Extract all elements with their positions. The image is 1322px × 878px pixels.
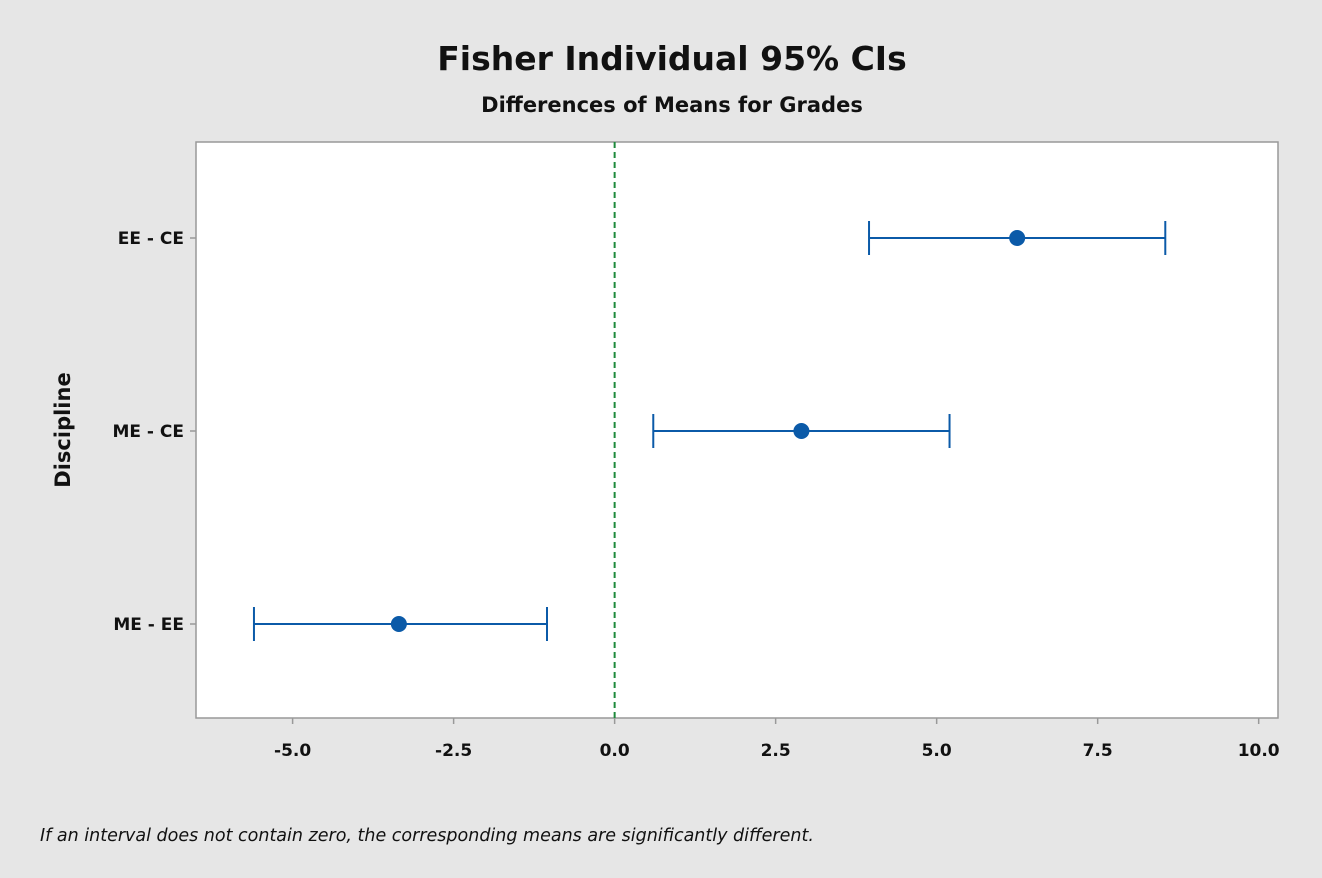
interval-point — [1009, 230, 1026, 246]
x-tick-label: 2.5 — [761, 741, 791, 761]
y-axis-label: Discipline — [51, 372, 75, 487]
chart-subtitle: Differences of Means for Grades — [481, 93, 863, 117]
interval-point — [793, 423, 810, 439]
interval-point — [390, 616, 407, 632]
x-tick-label: 7.5 — [1083, 741, 1113, 761]
y-tick-label: ME - CE — [112, 422, 184, 442]
x-tick-label: 10.0 — [1238, 741, 1280, 761]
x-tick-label: 5.0 — [922, 741, 952, 761]
x-tick-label: 0.0 — [600, 741, 630, 761]
x-tick-label: -5.0 — [274, 741, 311, 761]
x-tick-label: -2.5 — [435, 741, 472, 761]
marks-layer — [252, 142, 1167, 718]
y-tick-label: ME - EE — [113, 615, 184, 635]
y-tick-label: EE - CE — [118, 229, 184, 249]
axes-layer: EE - CE ME - CE ME - EE -5.0 -2.5 0.0 2.5 5.0 7.… — [112, 229, 1279, 761]
footnote: If an interval does not contain zero, th… — [40, 826, 814, 846]
chart-title: Fisher Individual 95% CIs — [437, 39, 906, 78]
